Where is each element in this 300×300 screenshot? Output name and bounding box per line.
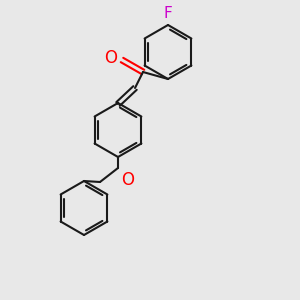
Text: F: F [164,6,172,21]
Text: O: O [121,171,134,189]
Text: O: O [104,49,117,67]
